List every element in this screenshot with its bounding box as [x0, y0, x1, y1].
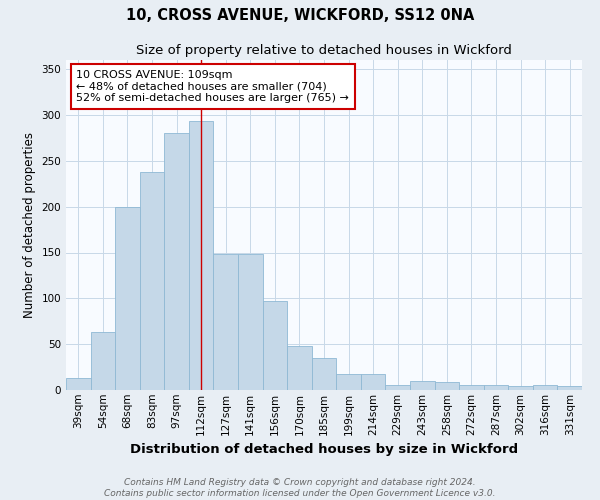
Bar — [459, 384, 484, 390]
Text: 10 CROSS AVENUE: 109sqm
← 48% of detached houses are smaller (704)
52% of semi-d: 10 CROSS AVENUE: 109sqm ← 48% of detache… — [76, 70, 349, 103]
Bar — [115, 206, 140, 390]
Text: 10, CROSS AVENUE, WICKFORD, SS12 0NA: 10, CROSS AVENUE, WICKFORD, SS12 0NA — [126, 8, 474, 22]
Bar — [263, 301, 287, 390]
Bar — [361, 374, 385, 390]
Bar — [189, 122, 214, 390]
X-axis label: Distribution of detached houses by size in Wickford: Distribution of detached houses by size … — [130, 443, 518, 456]
Title: Size of property relative to detached houses in Wickford: Size of property relative to detached ho… — [136, 44, 512, 58]
Bar — [533, 386, 557, 390]
Bar — [434, 382, 459, 390]
Bar — [484, 386, 508, 390]
Bar — [91, 332, 115, 390]
Bar — [557, 386, 582, 390]
Bar — [336, 374, 361, 390]
Bar — [508, 386, 533, 390]
Bar — [214, 254, 238, 390]
Bar — [66, 378, 91, 390]
Bar — [385, 386, 410, 390]
Text: Contains HM Land Registry data © Crown copyright and database right 2024.
Contai: Contains HM Land Registry data © Crown c… — [104, 478, 496, 498]
Bar — [410, 381, 434, 390]
Y-axis label: Number of detached properties: Number of detached properties — [23, 132, 36, 318]
Bar — [140, 172, 164, 390]
Bar — [312, 358, 336, 390]
Bar — [287, 346, 312, 390]
Bar — [238, 254, 263, 390]
Bar — [164, 134, 189, 390]
